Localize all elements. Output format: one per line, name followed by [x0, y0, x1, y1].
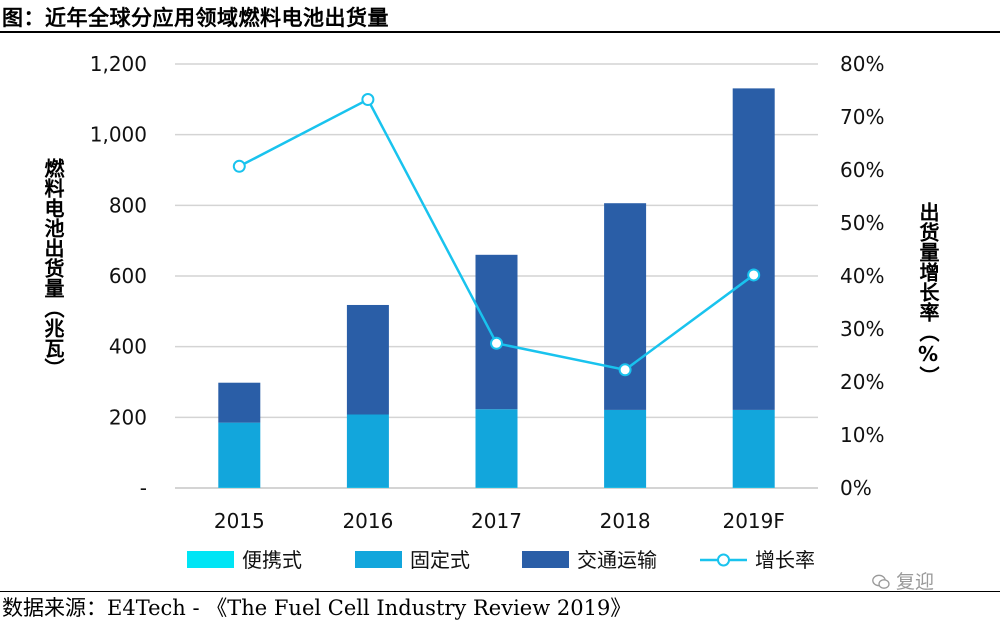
- y2-tick-label: 10%: [840, 423, 884, 447]
- legend-label: 交通运输: [577, 548, 657, 572]
- x-tick-labels: 2015 2016 2017 2018 2019F: [214, 509, 785, 533]
- source-rule: [0, 591, 1000, 592]
- left-axis-title: 燃料电池出货量（兆瓦）: [41, 158, 65, 378]
- x-tick-label: 2019F: [722, 509, 784, 533]
- title-rule: [0, 31, 1000, 33]
- left-tick-labels: - 200 400 600 800 1,000 1,200: [90, 52, 147, 500]
- bar-segment: [218, 422, 261, 488]
- bar-segment: [732, 88, 775, 410]
- growth-point: [361, 93, 375, 107]
- bar-segment: [604, 203, 647, 410]
- x-tick-label: 2015: [214, 509, 265, 533]
- y-tick-label: 800: [109, 193, 147, 217]
- legend-marker: [717, 553, 730, 567]
- legend-swatch: [187, 551, 234, 568]
- y2-tick-label: 30%: [840, 317, 884, 341]
- y-tick-label: 400: [109, 335, 147, 359]
- legend-label: 固定式: [410, 548, 470, 572]
- bar-segment: [218, 382, 261, 423]
- source-note: 数据来源：E4Tech - 《The Fuel Cell Industry Re…: [2, 596, 632, 620]
- growth-point: [747, 268, 761, 282]
- watermark: 复迎: [872, 567, 934, 594]
- y-tick-label: 600: [109, 264, 147, 288]
- bar-segment: [346, 414, 389, 488]
- y2-tick-label: 50%: [840, 211, 884, 235]
- y2-tick-label: 60%: [840, 158, 884, 182]
- legend-swatch: [355, 551, 402, 568]
- x-tick-label: 2016: [342, 509, 393, 533]
- right-tick-labels: 0% 10% 20% 30% 40% 50% 60% 70% 80%: [840, 52, 884, 500]
- bar-segment: [475, 254, 518, 410]
- right-axis-title: 出货量增长率（%）: [916, 202, 940, 386]
- x-tick-label: 2018: [600, 509, 651, 533]
- chart-title: 图：近年全球分应用领域燃料电池出货量: [2, 6, 389, 30]
- legend: 便携式 固定式 交通运输 增长率: [187, 548, 815, 572]
- legend-label: 便携式: [242, 548, 302, 572]
- legend-swatch: [522, 551, 569, 568]
- watermark-text: 复迎: [896, 571, 935, 593]
- wechat-icon: [872, 574, 890, 589]
- y2-tick-label: 40%: [840, 264, 884, 288]
- y-tick-label: -: [140, 476, 147, 500]
- legend-label: 增长率: [755, 548, 815, 572]
- y-tick-label: 1,200: [90, 52, 147, 76]
- bar-segment: [475, 409, 518, 488]
- bar-segment: [604, 409, 647, 488]
- bars: [218, 88, 775, 488]
- bar-segment: [732, 409, 775, 488]
- y-tick-label: 200: [109, 405, 147, 429]
- growth-line: [232, 93, 761, 377]
- y2-tick-label: 20%: [840, 370, 884, 394]
- y2-tick-label: 70%: [840, 105, 884, 129]
- x-tick-label: 2017: [471, 509, 522, 533]
- growth-point: [490, 336, 503, 350]
- growth-point: [618, 363, 632, 377]
- y2-tick-label: 80%: [840, 52, 884, 76]
- y2-tick-label: 0%: [840, 476, 872, 500]
- bar-segment: [346, 304, 389, 415]
- growth-point: [232, 159, 246, 173]
- y-tick-label: 1,000: [90, 123, 147, 147]
